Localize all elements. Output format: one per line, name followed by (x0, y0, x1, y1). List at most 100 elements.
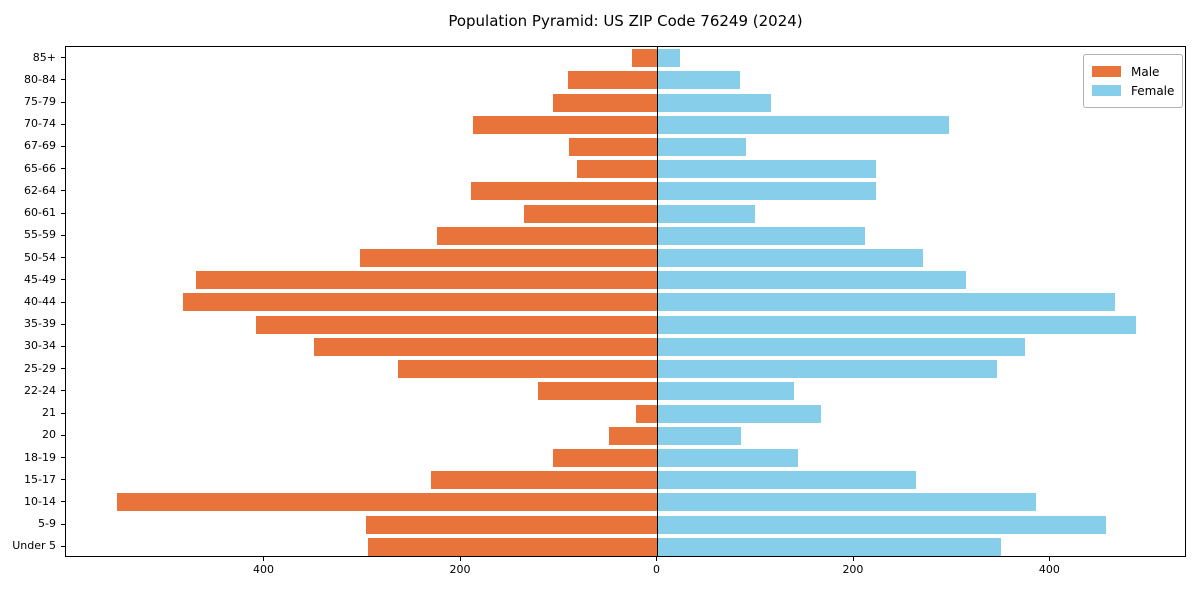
y-tick-mark (61, 145, 65, 147)
y-tick-label: 85+ (32, 50, 56, 64)
male-bar (568, 71, 658, 89)
y-tick-label: 21 (42, 406, 56, 420)
female-bar (657, 271, 966, 289)
y-tick-mark (61, 323, 65, 325)
female-swatch (1092, 85, 1121, 96)
x-tick-label: 0 (652, 563, 660, 576)
y-tick-label: 60-61 (24, 206, 56, 220)
y-tick-label: 55-59 (24, 228, 56, 242)
y-tick-label: 50-54 (24, 250, 56, 264)
male-bar (313, 338, 658, 356)
female-bar (657, 449, 798, 467)
male-bar (365, 516, 658, 534)
female-bar (657, 316, 1136, 334)
female-bar (657, 538, 1002, 556)
female-bar (657, 338, 1025, 356)
y-tick-label: 70-74 (24, 117, 56, 131)
female-bar (657, 205, 755, 223)
y-tick-label: 18-19 (24, 450, 56, 464)
x-tick-mark (263, 557, 265, 561)
y-tick-label: 5-9 (38, 517, 56, 531)
male-bar (635, 405, 658, 423)
male-bar (553, 94, 658, 112)
zero-axis-line (656, 47, 659, 556)
x-tick-label: 200 (449, 563, 471, 576)
female-bar (657, 493, 1036, 511)
female-bar (657, 516, 1107, 534)
y-tick-mark (61, 390, 65, 392)
y-tick-mark (61, 190, 65, 192)
y-tick-mark (61, 79, 65, 81)
female-bar (657, 249, 923, 267)
y-tick-label: 22-24 (24, 383, 56, 397)
y-tick-mark (61, 301, 65, 303)
y-tick-mark (61, 368, 65, 370)
male-swatch (1092, 66, 1121, 77)
x-tick-label: 200 (842, 563, 864, 576)
legend-item-male: Male (1092, 62, 1173, 81)
y-tick-mark (61, 457, 65, 459)
male-bar (398, 360, 658, 378)
y-tick-mark (61, 501, 65, 503)
y-tick-label: 75-79 (24, 95, 56, 109)
male-bar (117, 493, 658, 511)
y-tick-mark (61, 345, 65, 347)
x-tick-mark (656, 557, 658, 561)
female-bar (657, 71, 740, 89)
male-bar (576, 160, 658, 178)
y-tick-label: 40-44 (24, 295, 56, 308)
y-tick-label: Under 5 (12, 539, 56, 553)
female-bar (657, 382, 794, 400)
y-tick-mark (61, 523, 65, 525)
y-tick-label: 15-17 (24, 472, 56, 486)
female-bar (657, 471, 916, 489)
y-tick-mark (61, 479, 65, 481)
male-bar (537, 382, 658, 400)
male-bar (569, 138, 658, 156)
y-tick-mark (61, 212, 65, 214)
female-bar (657, 160, 876, 178)
male-bar (523, 205, 658, 223)
y-tick-mark (61, 279, 65, 281)
y-tick-mark (61, 257, 65, 259)
female-bar (657, 227, 865, 245)
x-tick-mark (1049, 557, 1051, 561)
chart-title: Population Pyramid: US ZIP Code 76249 (2… (448, 12, 803, 30)
female-bar (657, 116, 950, 134)
female-bar (657, 427, 741, 445)
male-bar (431, 471, 658, 489)
male-bar (609, 427, 658, 445)
y-tick-mark (61, 412, 65, 414)
y-tick-label: 30-34 (24, 339, 56, 353)
y-tick-mark (61, 545, 65, 547)
legend-item-female: Female (1092, 81, 1175, 100)
y-tick-label: 80-84 (24, 72, 56, 86)
female-bar (657, 405, 821, 423)
y-tick-mark (61, 123, 65, 125)
y-tick-label: 10-14 (24, 494, 56, 508)
male-bar (195, 271, 658, 289)
x-tick-label: 400 (252, 563, 274, 576)
female-bar (657, 138, 746, 156)
legend: Male Female (1083, 54, 1183, 108)
male-bar (437, 227, 658, 245)
x-tick-mark (459, 557, 461, 561)
y-tick-mark (61, 234, 65, 236)
female-bar (657, 49, 681, 67)
male-bar (631, 49, 658, 67)
male-bar (367, 538, 658, 556)
y-tick-mark (61, 434, 65, 436)
y-tick-label: 65-66 (24, 161, 56, 175)
y-tick-label: 67-69 (24, 139, 56, 153)
male-bar (182, 293, 658, 311)
male-bar (359, 249, 658, 267)
female-bar (657, 94, 772, 112)
y-tick-label: 45-49 (24, 272, 56, 286)
x-tick-mark (852, 557, 854, 561)
y-tick-mark (61, 101, 65, 103)
legend-label-female: Female (1131, 83, 1175, 98)
y-tick-mark (61, 168, 65, 170)
plot-area (65, 46, 1186, 557)
y-tick-label: 35-39 (24, 317, 56, 331)
